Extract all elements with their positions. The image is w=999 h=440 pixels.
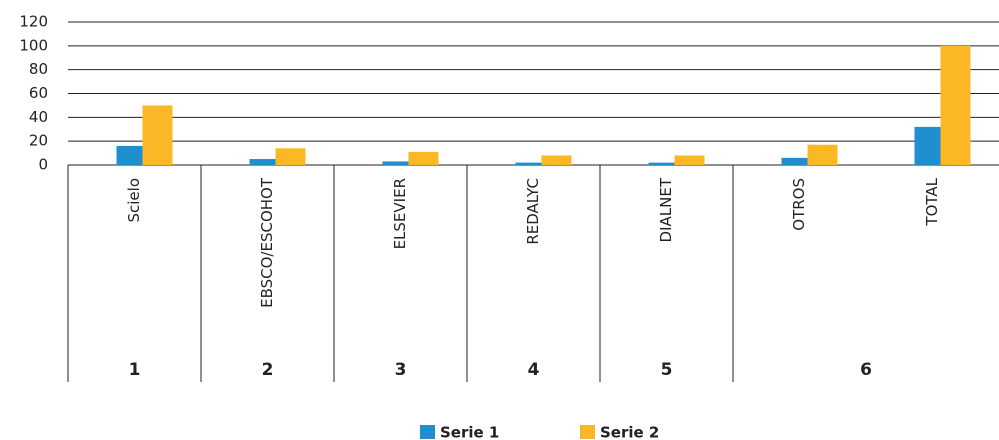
x-tick-label: REDALYC: [524, 178, 542, 245]
bar: [807, 144, 838, 165]
y-tick-label: 80: [29, 60, 48, 78]
bar: [515, 162, 546, 165]
legend-swatch: [580, 425, 595, 439]
x-tick-label: TOTAL: [923, 177, 941, 226]
legend-label: Serie 1: [440, 424, 499, 440]
x-tick-label: ELSEVIER: [391, 178, 409, 249]
group-label: 5: [661, 360, 673, 380]
y-tick-label: 60: [29, 84, 48, 102]
y-tick-label: 40: [29, 108, 48, 126]
bar: [382, 161, 413, 165]
bar: [142, 105, 173, 165]
bar: [116, 145, 147, 165]
legend-swatch: [420, 425, 435, 439]
bar: [275, 148, 306, 165]
x-tick-label: OTROS: [790, 178, 808, 231]
x-tick-label: EBSCO/ESCOHOT: [258, 177, 276, 308]
bar: [940, 45, 971, 166]
y-tick-label: 20: [29, 132, 48, 150]
y-tick-label: 0: [38, 156, 48, 174]
bar: [648, 162, 679, 165]
legend-label: Serie 2: [600, 424, 659, 440]
bar: [914, 126, 945, 165]
y-tick-label: 120: [19, 13, 48, 31]
bar: [541, 155, 572, 165]
bar: [249, 159, 280, 165]
x-tick-label: Scielo: [125, 178, 143, 223]
group-label: 3: [395, 360, 407, 380]
bar: [781, 157, 812, 165]
bar: [674, 155, 705, 165]
group-label: 6: [860, 360, 872, 380]
y-tick-label: 100: [19, 36, 48, 54]
x-tick-label: DIALNET: [657, 177, 675, 242]
bar: [408, 151, 439, 165]
group-label: 1: [129, 360, 141, 380]
group-label: 4: [528, 360, 540, 380]
group-label: 2: [262, 360, 274, 380]
